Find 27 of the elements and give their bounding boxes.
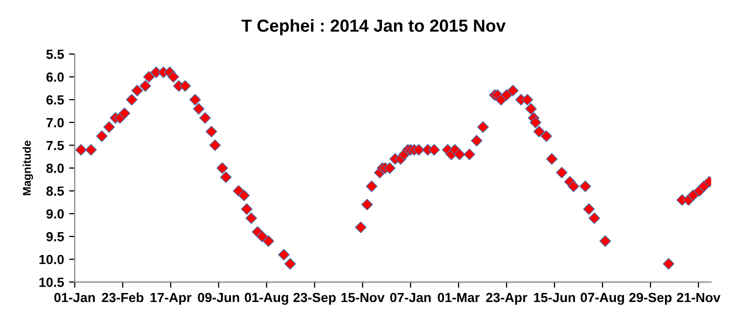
y-tick-label: 9.0 bbox=[46, 209, 64, 219]
x-tick-label: 01-Mar bbox=[438, 292, 480, 302]
chart-title: T Cephei : 2014 Jan to 2015 Nov bbox=[242, 19, 506, 36]
x-tick-label: 01-Aug bbox=[244, 292, 288, 305]
x-tick-label: 23-Feb bbox=[102, 292, 144, 302]
x-tick-label: 09-Jun bbox=[198, 292, 240, 302]
x-tick-label: 17-Apr bbox=[150, 292, 192, 305]
y-tick-label: 10.0 bbox=[39, 254, 64, 264]
y-tick-label: 8.0 bbox=[46, 164, 64, 173]
x-tick-label: 29-Sep bbox=[629, 292, 672, 305]
y-tick-label: 7.0 bbox=[46, 118, 64, 128]
x-tick-label: 15-Nov bbox=[341, 292, 385, 302]
x-tick-label: 23-Apr bbox=[486, 292, 528, 305]
y-tick-label: 5.5 bbox=[46, 50, 64, 59]
y-tick-label: 6.5 bbox=[46, 95, 64, 105]
y-axis-title: Magnitude bbox=[22, 140, 34, 196]
x-tick-label: 01-Jan bbox=[54, 292, 95, 302]
x-tick-label: 21-Nov bbox=[676, 292, 720, 302]
y-tick-label: 10.5 bbox=[39, 278, 64, 287]
x-tick-label: 07-Jan bbox=[390, 292, 431, 302]
y-tick-label: 9.5 bbox=[46, 232, 64, 242]
x-tick-label: 23-Sep bbox=[293, 292, 336, 305]
y-tick-label: 7.5 bbox=[46, 140, 64, 150]
x-tick-label: 07-Aug bbox=[580, 292, 624, 305]
x-tick-label: 15-Jun bbox=[534, 292, 575, 302]
y-tick-label: 6.0 bbox=[46, 72, 64, 82]
y-tick-label: 8.5 bbox=[46, 186, 64, 196]
